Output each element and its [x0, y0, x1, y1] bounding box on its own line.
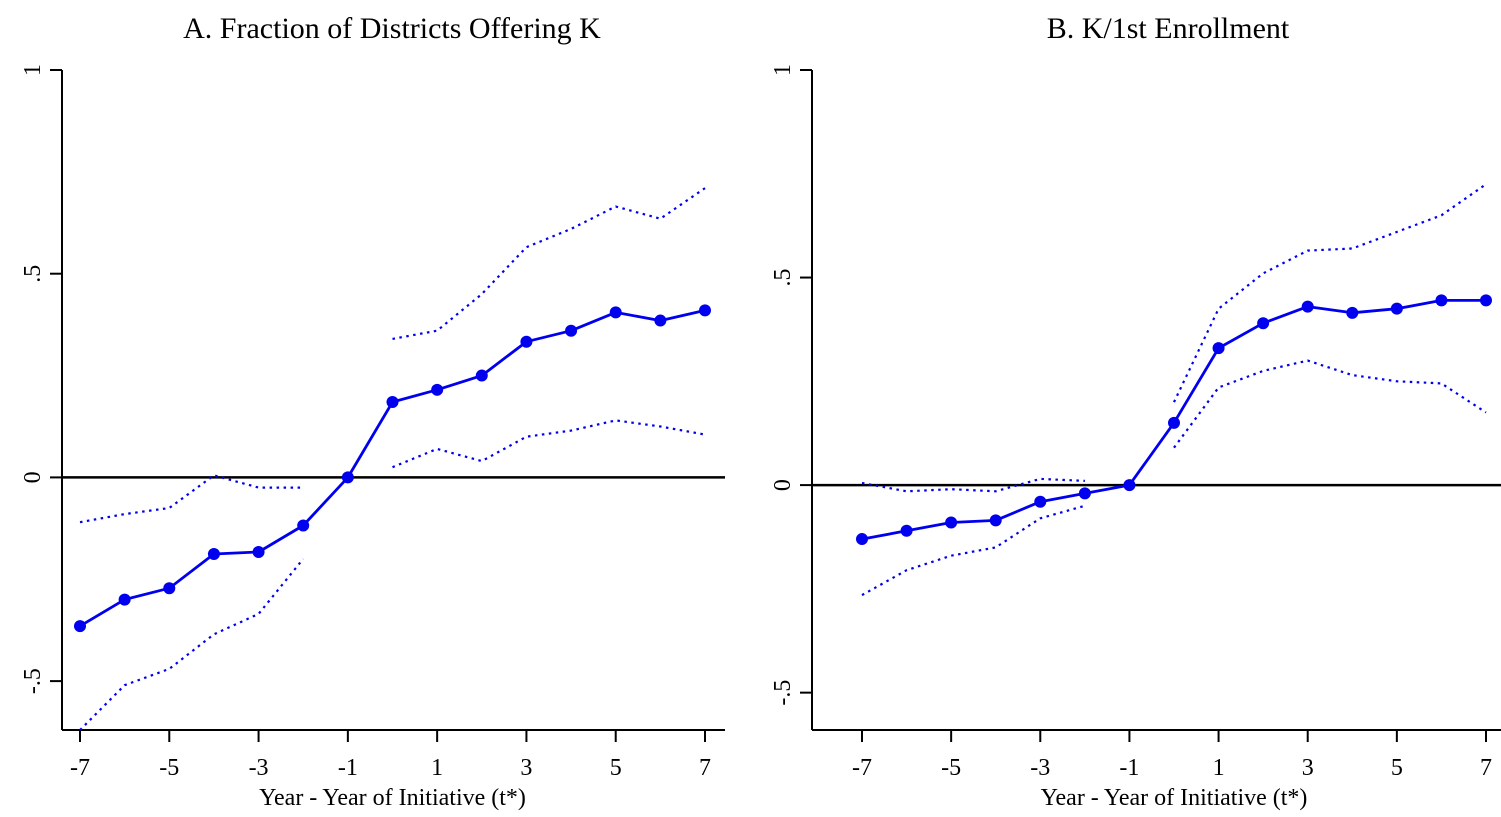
chart-a-y-tick-label: .5	[20, 265, 46, 283]
chart-b-x-tick-label: 7	[1480, 755, 1492, 781]
chart-b-title: B. K/1st Enrollment	[1047, 12, 1290, 45]
chart-a-point	[163, 582, 176, 595]
chart-b-point	[1346, 306, 1359, 319]
chart-panel-b: B. K/1st Enrollment -.5 0 .5 1 -7 -5 -3 -1 1 3 5 7 Ye…	[751, 0, 1501, 812]
chart-a-x-tick-label: 5	[610, 755, 622, 781]
chart-b-x-axis-label: Year - Year of Initiative (t*)	[1041, 785, 1308, 811]
chart-a-y-tick-label: -.5	[20, 668, 46, 694]
chart-a-point	[74, 620, 86, 633]
chart-a-point	[118, 593, 131, 606]
chart-b-point	[1480, 294, 1492, 307]
chart-a-point	[699, 304, 711, 317]
chart-a-x-tick-label: 3	[520, 755, 532, 781]
chart-b-point	[1123, 479, 1136, 492]
chart-b-point	[900, 524, 913, 537]
chart-b-point	[1034, 495, 1047, 508]
chart-b-x-tick-label: 3	[1302, 755, 1314, 781]
chart-a-point	[386, 396, 399, 409]
chart-b-point	[1301, 300, 1314, 313]
chart-b-lower-line	[1173, 359, 1487, 449]
chart-a-x-tick-label: 1	[431, 755, 443, 781]
chart-a-point	[475, 369, 488, 382]
chart-a-point	[654, 314, 667, 327]
chart-b-y-tick-label: -.5	[770, 680, 796, 706]
chart-b-point	[1257, 317, 1270, 330]
chart-b-point	[1078, 487, 1091, 500]
chart-a-point	[609, 306, 622, 319]
chart-a-point	[431, 383, 444, 396]
chart-b-upper-line	[1173, 183, 1487, 403]
chart-a-point	[520, 335, 533, 348]
chart-b-y-tick-label: 1	[770, 64, 796, 76]
chart-a-point	[297, 519, 310, 532]
chart-a-title: A. Fraction of Districts Offering K	[183, 12, 601, 45]
chart-b-upper-line	[861, 477, 1085, 493]
chart-b-lower-line	[861, 504, 1086, 597]
chart-b-point	[945, 516, 958, 529]
chart-a-x-tick-label: -3	[249, 755, 269, 781]
chart-b-x-tick-label: 1	[1213, 755, 1225, 781]
chart-b-x-tick-label: -7	[852, 755, 872, 781]
chart-b-point	[1435, 294, 1448, 307]
chart-a-x-axis-label: Year - Year of Initiative (t*)	[259, 785, 526, 811]
chart-b-y-tick-label: .5	[770, 269, 796, 287]
chart-a-point	[252, 545, 265, 558]
chart-b-point	[1168, 416, 1180, 429]
chart-b-x-tick-label: 5	[1391, 755, 1403, 781]
chart-a-y-tick-label: 1	[20, 64, 46, 76]
chart-a-upper-line	[79, 474, 304, 524]
chart-b-point	[1212, 342, 1225, 355]
chart-a-point	[207, 548, 220, 560]
chart-a-point	[565, 324, 578, 337]
chart-b-x-tick-label: -1	[1119, 755, 1139, 781]
chart-b-y-tick-label: 0	[770, 479, 796, 491]
chart-b-x-tick-label: -3	[1030, 755, 1050, 781]
chart-b-svg: B. K/1st Enrollment -.5 0 .5 1 -7 -5 -3 -1 1 3 5 7 Ye…	[770, 12, 1501, 811]
chart-a-point	[341, 471, 354, 484]
chart-b-point	[1390, 302, 1403, 315]
chart-a-svg: A. Fraction of Districts Offering K -.5 0.…	[20, 12, 725, 811]
chart-a-lower-line	[79, 558, 305, 731]
chart-b-point	[989, 514, 1002, 527]
chart-b-point	[856, 533, 868, 546]
chart-a-x-tick-label: -5	[159, 755, 179, 781]
chart-a-lower-line	[392, 419, 706, 469]
chart-a-y-tick-label: 0	[20, 471, 46, 483]
chart-panel-a: A. Fraction of Districts Offering K -.5 0.…	[0, 0, 750, 812]
chart-a-estimate-line	[79, 309, 706, 628]
chart-a-x-tick-label: -7	[70, 755, 90, 781]
chart-a-x-tick-label: -1	[338, 755, 358, 781]
chart-b-x-tick-label: -5	[941, 755, 961, 781]
chart-a-x-tick-label: 7	[699, 755, 711, 781]
